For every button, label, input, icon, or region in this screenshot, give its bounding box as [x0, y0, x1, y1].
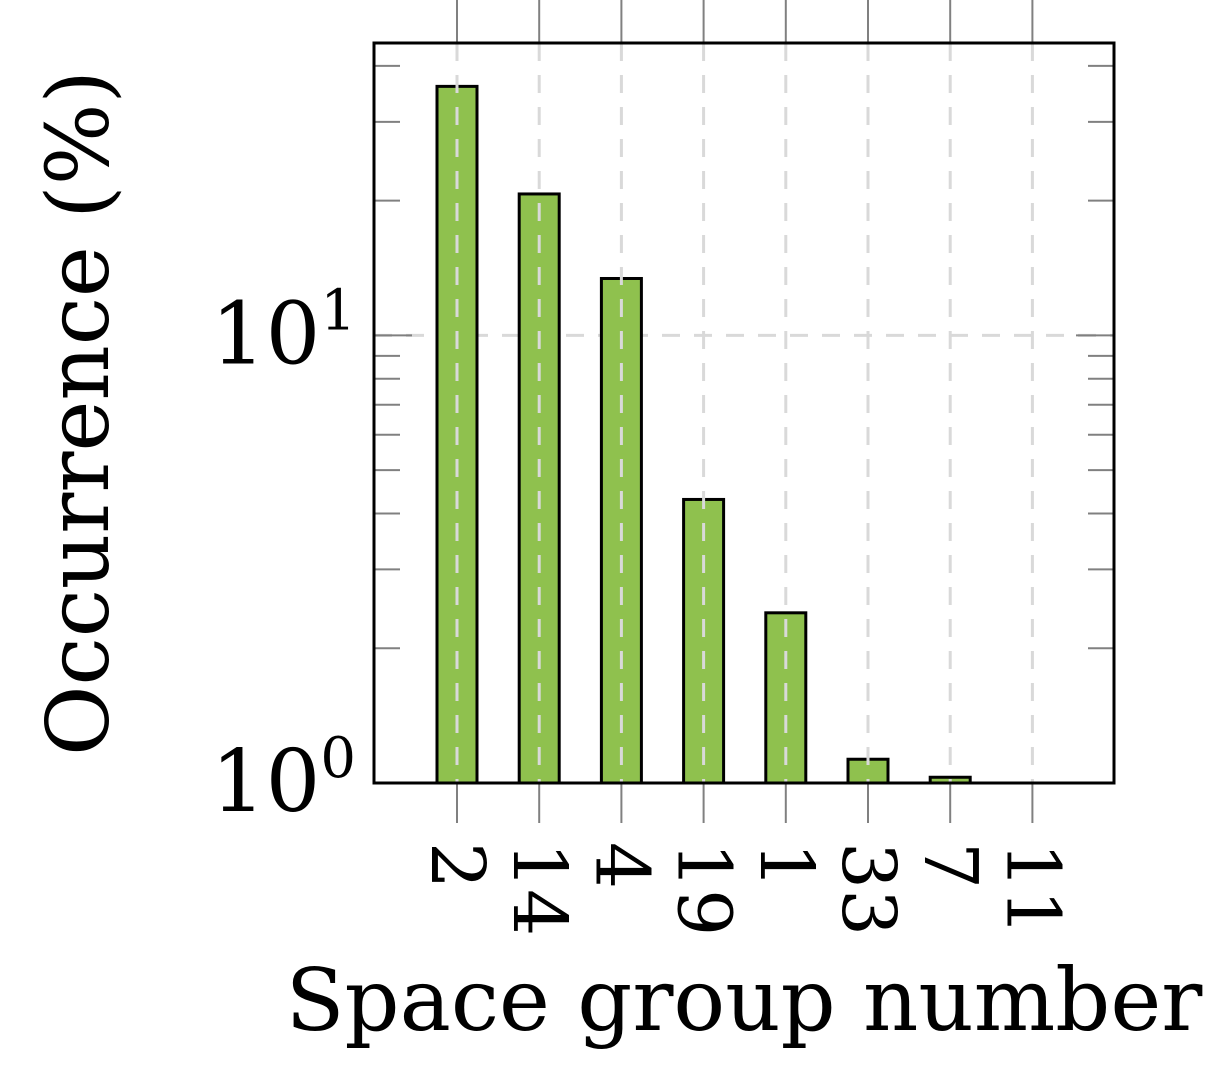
x-tick-label: 7	[907, 842, 993, 889]
x-tick-label: 2	[414, 842, 500, 889]
tick-layer	[374, 0, 1114, 823]
x-tick-label: 19	[661, 842, 747, 936]
y-axis-label: Occurrence (%)	[29, 70, 129, 756]
x-axis-label: Space group number	[286, 951, 1204, 1051]
x-tick-label: 11	[989, 842, 1075, 936]
bar-19	[682, 497, 726, 785]
x-tick-label: 14	[496, 842, 582, 936]
y-tick-label: 101	[211, 278, 356, 384]
plot-frame	[372, 41, 1116, 785]
y-tick-labels: 100 101	[211, 278, 356, 832]
x-tick-label: 33	[825, 842, 911, 936]
x-tick-label: 1	[743, 842, 829, 889]
grid-vertical-layer	[455, 43, 1034, 783]
y-tick-label: 100	[211, 726, 356, 832]
x-tick-label: 4	[578, 842, 664, 889]
